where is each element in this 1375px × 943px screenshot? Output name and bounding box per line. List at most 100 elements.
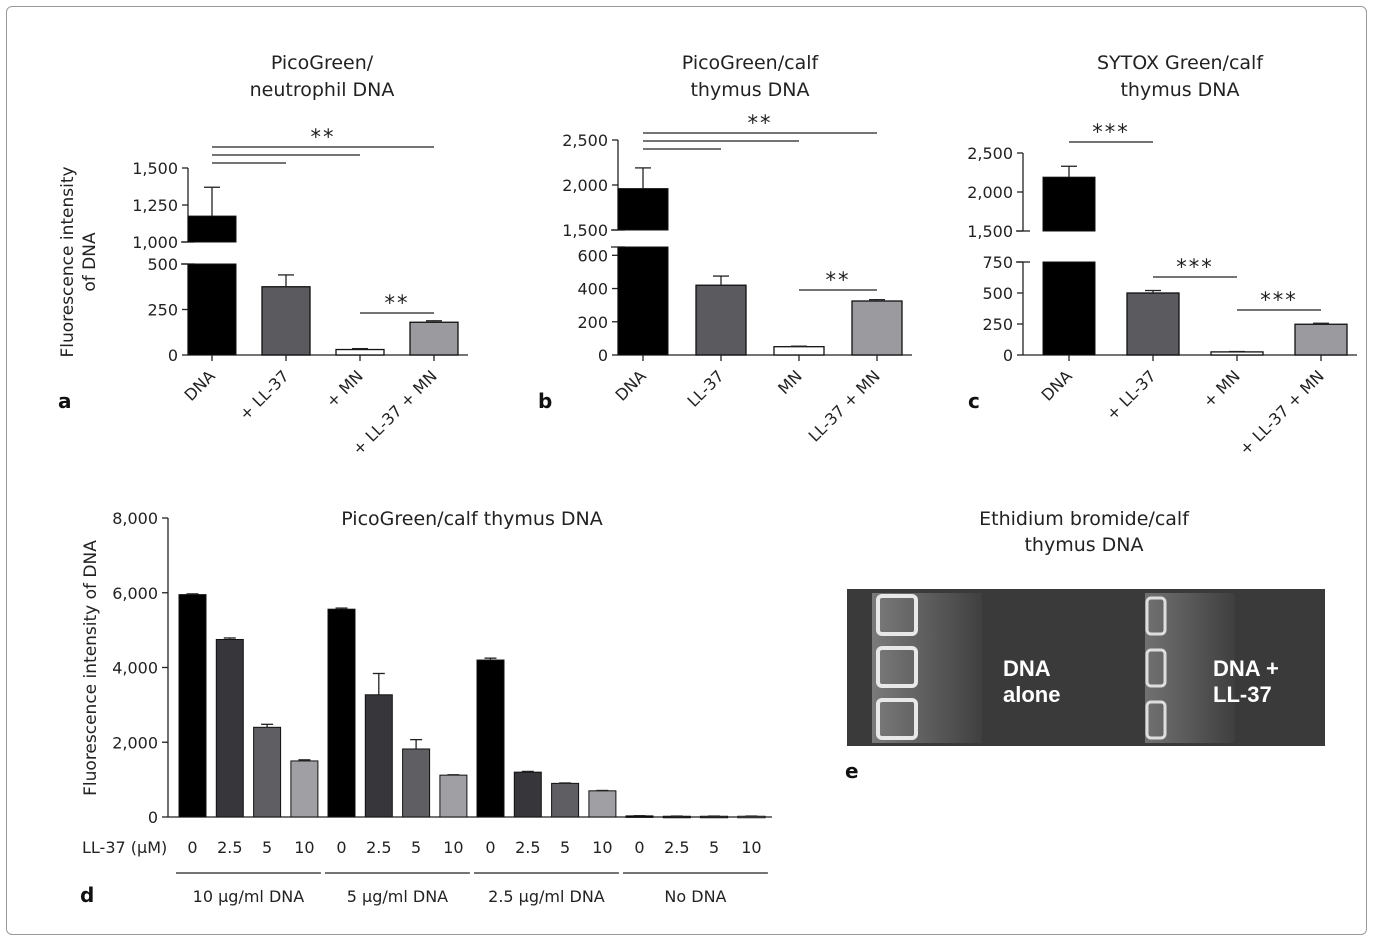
gel-well <box>876 646 918 688</box>
panel-d-conc-label: 10 <box>741 838 761 857</box>
panel-c-significance-label: *** <box>1260 288 1298 312</box>
panel-letter-d: d <box>80 883 94 907</box>
panel-a-significance-label: ** <box>385 291 410 315</box>
gel-label-right-line2: LL-37 <box>1213 682 1272 707</box>
panel-a-ylabel-line2: of DNA <box>80 232 100 292</box>
panel-d-y-tick-label: 6,000 <box>112 584 158 603</box>
panel-a-y-tick-label: 0 <box>168 346 178 365</box>
panel-a-bar <box>187 215 237 243</box>
panel-d-conc-label: 10 <box>443 838 463 857</box>
panel-d-y-tick-label: 2,000 <box>112 733 158 752</box>
panel-d-conc-label: 5 <box>709 838 719 857</box>
panel-c-y-tick-label: 250 <box>982 315 1013 334</box>
panel-d-group-label: 10 μg/ml DNA <box>193 887 305 906</box>
panel-d-title: PicoGreen/calf thymus DNA <box>341 508 603 530</box>
panel-d-bar <box>551 782 580 818</box>
panel-d-bar <box>253 726 282 818</box>
panel-c-y-tick-label: 2,000 <box>967 183 1013 202</box>
panel-letter-c: c <box>968 389 980 413</box>
panel-a-x-tick-label: + MN <box>322 366 367 411</box>
panel-a-bar-lower-segment <box>187 263 237 356</box>
panel-b-y-tick-label: 600 <box>577 246 608 265</box>
panel-d-conc-label: 0 <box>485 838 495 857</box>
panel-d-group-label: No DNA <box>664 887 726 906</box>
gel-title-line2: thymus DNA <box>1024 534 1143 556</box>
panel-b-y-tick-label: 2,000 <box>562 176 608 195</box>
panel-b-x-tick-label: DNA <box>611 366 649 404</box>
panel-a-ylabel-line1: Fluorescence intensity <box>58 166 78 357</box>
panel-letter-e: e <box>845 759 859 783</box>
panel-c-bar <box>1210 351 1264 356</box>
panel-c-bar <box>1042 176 1096 232</box>
panel-d-conc-label: 5 <box>411 838 421 857</box>
panel-d-conc-label: 10 <box>294 838 314 857</box>
panel-d-ylabel: Fluorescence intensity of DNA <box>81 540 101 796</box>
panel-a-y-tick-label: 1,500 <box>132 159 178 178</box>
panel-d-conc-label: 5 <box>262 838 272 857</box>
gel-well <box>876 594 918 636</box>
panel-b-significance-label: ** <box>826 268 851 292</box>
gel-well <box>1145 596 1167 636</box>
panel-c-y-tick-label: 2,500 <box>967 144 1013 163</box>
panel-d-bar <box>215 638 244 818</box>
panel-d-bar <box>588 790 617 818</box>
panel-b-bar <box>617 188 669 231</box>
gel-well <box>876 698 918 740</box>
panel-d-bar <box>513 771 542 818</box>
panel-c-x-tick-label: DNA <box>1037 366 1075 404</box>
panel-c-x-tick-label: + LL-37 <box>1102 366 1159 423</box>
panel-letter-a: a <box>58 389 72 413</box>
panel-d-bar <box>402 748 431 818</box>
panel-c-y-tick-label: 750 <box>982 253 1013 272</box>
panel-b-x-tick-label: LL-37 <box>684 366 728 410</box>
gel-well <box>1145 648 1167 688</box>
panel-d-conc-label: 0 <box>634 838 644 857</box>
panel-a-y-tick-label: 1,000 <box>132 233 178 252</box>
panel-a-bar <box>261 286 311 356</box>
panel-a-title-line2: neutrophil DNA <box>250 79 395 101</box>
panel-b-significance-label: ** <box>748 111 773 135</box>
panel-c-bar <box>1126 292 1180 356</box>
panel-b-bar <box>695 284 747 356</box>
panel-c-x-tick-label: + LL-37 + MN <box>1236 366 1328 458</box>
panel-d-conc-label: 2.5 <box>366 838 391 857</box>
panel-b-title-line2: thymus DNA <box>690 79 809 101</box>
panel-d-conc-label: 0 <box>187 838 197 857</box>
gel-label-left-line2: alone <box>1003 682 1060 707</box>
panel-c-bar <box>1294 323 1348 356</box>
panel-c-bar-lower-segment <box>1042 261 1096 356</box>
panel-a-title-line1: PicoGreen/ <box>271 52 374 74</box>
panel-a-y-tick-label: 1,250 <box>132 196 178 215</box>
panel-d-xlabel: LL-37 (μM) <box>82 838 167 857</box>
panel-c-title-line2: thymus DNA <box>1120 79 1239 101</box>
panel-c-significance-label: *** <box>1092 120 1130 144</box>
gel-smear-left <box>872 593 982 743</box>
panel-letter-b: b <box>538 389 552 413</box>
gel-lane-right-wells <box>1145 596 1167 740</box>
panel-d-conc-label: 0 <box>336 838 346 857</box>
panel-c-x-tick-label: + MN <box>1199 366 1244 411</box>
panel-c-title-line1: SYTOX Green/calf <box>1097 52 1264 74</box>
panel-d-conc-label: 5 <box>560 838 570 857</box>
panel-b-y-tick-label: 2,500 <box>562 131 608 150</box>
panel-a-bar <box>409 321 459 356</box>
panel-a-x-tick-label: DNA <box>180 366 218 404</box>
panel-b-bar <box>851 300 903 356</box>
gel-smear-right <box>1145 593 1235 743</box>
panel-b-bar-lower-segment <box>617 246 669 356</box>
panel-d-y-tick-label: 0 <box>148 808 158 827</box>
panel-b-bar <box>773 346 825 356</box>
gel-lane-left-wells <box>876 594 918 740</box>
panel-d-y-tick-label: 8,000 <box>112 509 158 528</box>
panel-a-x-tick-label: + LL-37 <box>235 366 292 423</box>
panel-b-x-tick-label: MN <box>774 366 806 398</box>
panel-d-conc-label: 10 <box>592 838 612 857</box>
panel-d-y-tick-label: 4,000 <box>112 659 158 678</box>
panel-d-conc-label: 2.5 <box>515 838 540 857</box>
figure-frame <box>6 6 1367 935</box>
gel-title-line1: Ethidium bromide/calf <box>979 508 1190 530</box>
panel-b-y-tick-label: 0 <box>598 346 608 365</box>
panel-c-y-tick-label: 0 <box>1003 346 1013 365</box>
panel-d-group-label: 2.5 μg/ml DNA <box>488 887 605 906</box>
